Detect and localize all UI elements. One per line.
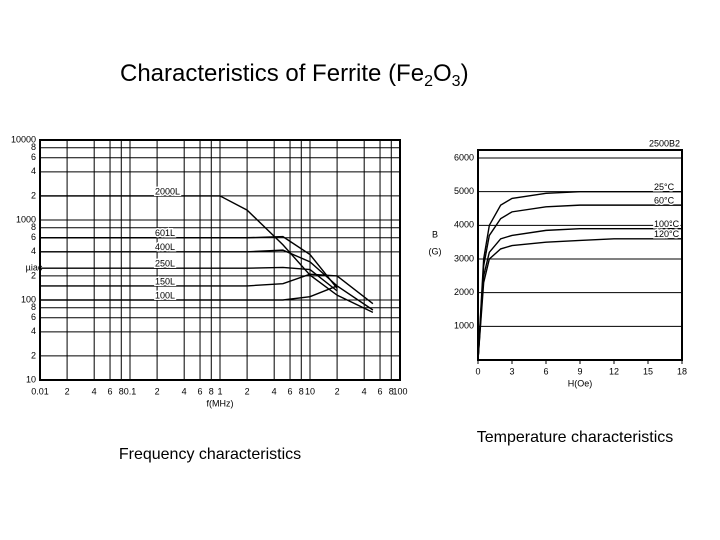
series-label: 400L — [155, 242, 175, 252]
x-tick-label: 4 — [92, 386, 97, 396]
y-tick-label: 10000 — [11, 134, 36, 144]
y-tick-label: 6 — [31, 152, 36, 162]
series-line — [40, 285, 374, 311]
series-line — [40, 266, 338, 292]
x-tick-label: 6 — [108, 386, 113, 396]
series-label: 150L — [155, 276, 175, 286]
series-line — [477, 238, 682, 361]
y-tick-label: 8 — [31, 222, 36, 232]
x-tick-label: 6 — [288, 386, 293, 396]
x-axis-label: f(MHz) — [207, 398, 234, 408]
slide-title: Characteristics of Ferrite (Fe2O3) — [120, 60, 469, 90]
x-tick-label: 100 — [392, 386, 407, 396]
x-tick-label: 8 — [389, 386, 394, 396]
title-subscript: 3 — [452, 73, 461, 90]
x-tick-label: 18 — [677, 366, 687, 376]
y-tick-label: 2 — [31, 190, 36, 200]
y-axis-label: (G) — [429, 246, 442, 256]
y-tick-label: 8 — [31, 142, 36, 152]
x-tick-label: 8 — [299, 386, 304, 396]
y-tick-label: 3000 — [454, 253, 474, 263]
y-tick-label: 2000 — [454, 287, 474, 297]
title-part: O — [433, 60, 452, 87]
y-tick-label: 10 — [26, 374, 36, 384]
y-tick-label: 4 — [31, 246, 36, 256]
x-tick-label: 8 — [209, 386, 214, 396]
y-tick-label: 2 — [31, 350, 36, 360]
y-tick-label: 1000 — [16, 214, 36, 224]
x-tick-label: 10 — [305, 386, 315, 396]
series-line — [40, 235, 338, 289]
x-tick-label: 4 — [272, 386, 277, 396]
series-label: 120°C — [654, 229, 680, 239]
plot-frame — [477, 149, 683, 361]
series-line — [477, 190, 682, 361]
y-tick-label: 2 — [31, 270, 36, 280]
x-tick-label: 2 — [65, 386, 70, 396]
x-tick-label: 6 — [198, 386, 203, 396]
y-tick-label: 4 — [31, 166, 36, 176]
x-axis-label: H(Oe) — [568, 378, 593, 388]
series-label: 2000L — [155, 186, 180, 196]
x-tick-label: 4 — [362, 386, 367, 396]
x-tick-label: 8 — [119, 386, 124, 396]
series-line — [40, 195, 374, 314]
title-subscript: 2 — [424, 73, 433, 90]
series-label: 100L — [155, 290, 175, 300]
y-tick-label: 6 — [31, 312, 36, 322]
x-tick-label: 15 — [643, 366, 653, 376]
y-tick-label: 4 — [31, 326, 36, 336]
y-axis-label: B — [432, 229, 438, 239]
x-tick-label: 12 — [609, 366, 619, 376]
y-tick-label: 1000 — [454, 321, 474, 331]
series-label: 60°C — [654, 196, 675, 206]
y-tick-label: 6 — [31, 232, 36, 242]
x-tick-label: 0 — [475, 366, 480, 376]
x-tick-label: 0.01 — [31, 386, 49, 396]
x-tick-label: 1 — [217, 386, 222, 396]
y-axis-label: µiac — [26, 262, 43, 272]
title-part: Characteristics of Ferrite (Fe — [120, 60, 424, 87]
caption: Temperature characteristics — [477, 429, 674, 446]
x-tick-label: 2 — [245, 386, 250, 396]
series-label: 250L — [155, 259, 175, 269]
y-tick-label: 8 — [31, 302, 36, 312]
series-line — [477, 228, 682, 361]
series-line — [40, 273, 374, 305]
series-label: 601L — [155, 228, 175, 238]
y-tick-label: 6000 — [454, 152, 474, 162]
x-tick-label: 6 — [543, 366, 548, 376]
caption: Frequency characteristics — [119, 446, 301, 463]
x-tick-label: 9 — [577, 366, 582, 376]
series-line — [477, 204, 682, 361]
y-tick-label: 5000 — [454, 186, 474, 196]
title-part: ) — [461, 60, 469, 87]
y-tick-label: 100 — [21, 294, 36, 304]
x-tick-label: 3 — [509, 366, 514, 376]
x-tick-label: 6 — [378, 386, 383, 396]
chart-title: 2500B2 — [649, 138, 680, 148]
series-line — [40, 249, 338, 287]
x-tick-label: 2 — [335, 386, 340, 396]
x-tick-label: 0.1 — [124, 386, 137, 396]
series-label: 25°C — [654, 182, 675, 192]
x-tick-label: 4 — [182, 386, 187, 396]
y-tick-label: 4000 — [454, 220, 474, 230]
series-label: 100°C — [654, 219, 680, 229]
x-tick-label: 2 — [155, 386, 160, 396]
